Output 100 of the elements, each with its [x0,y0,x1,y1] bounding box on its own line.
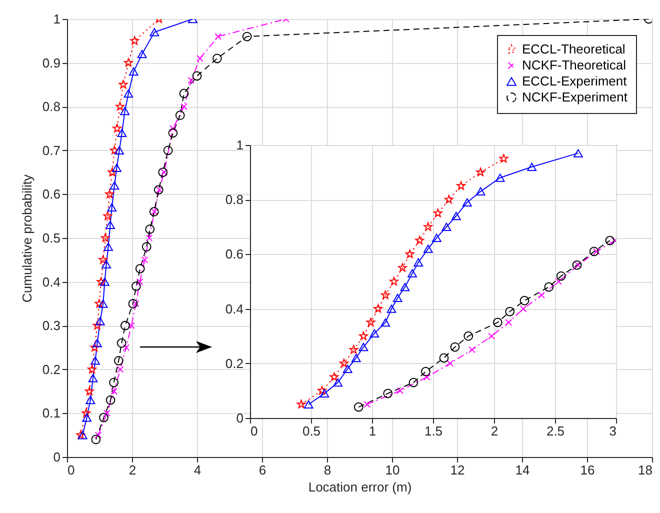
point [358,342,368,352]
point [589,246,599,256]
point [398,263,407,272]
y-tick-label: 0 [236,410,244,426]
point [110,181,120,190]
point [192,71,202,81]
point [351,354,361,362]
point [296,400,306,408]
point [242,32,252,42]
y-tick-label: 0.8 [42,99,60,114]
point [451,212,461,220]
legend-label: NCKF-Experiment [522,90,628,104]
point [423,374,430,380]
point [432,234,442,242]
point [520,296,530,306]
point [396,387,404,394]
point [456,181,466,190]
point [115,102,124,110]
point [214,33,222,40]
y-tick-label: 0.5 [42,230,60,246]
legend-label: NCKF-Theoretical [522,58,626,72]
point [122,344,130,351]
point [106,395,116,405]
point [442,222,452,232]
point [128,67,138,76]
point [520,305,527,312]
x-tick-label: 16 [580,462,595,478]
point [104,242,113,251]
point [104,410,110,417]
point [505,306,515,316]
point [100,233,110,242]
point [304,400,314,408]
point [188,76,195,84]
point [420,366,430,376]
point [527,162,537,171]
point [142,242,152,252]
y-tick-label: 1 [53,12,60,26]
y-tick-label: 0.1 [42,406,60,421]
x-tick-label: 8 [324,462,332,478]
point [160,168,168,176]
point [538,292,546,299]
x-tick-label: 0.5 [302,424,321,438]
point [114,146,124,155]
y-tick-label: 1 [236,138,244,152]
y-tick-label: 0.6 [225,246,244,262]
point [468,346,476,354]
point [405,250,414,258]
point [146,234,153,242]
point [114,356,124,366]
point [386,304,396,313]
point [91,434,101,444]
x-axis-title: Location error (m) [308,480,412,494]
y-tick-label: 0.6 [42,186,60,202]
point [544,282,554,292]
point [95,317,105,326]
x-tick-label: 4 [194,462,202,478]
y-tick-label: 0.7 [42,142,60,158]
point [573,149,583,158]
point [318,386,326,395]
x-tick-label: 3 [609,424,616,438]
point [88,374,98,382]
point [556,271,566,281]
point [450,342,460,352]
point [433,208,442,218]
point [103,211,112,220]
point [108,168,117,176]
point [374,304,383,313]
point [94,432,102,439]
point [130,36,140,45]
point [212,54,222,64]
y-tick-label: 0.2 [42,362,60,377]
point [175,110,185,120]
point [105,190,114,198]
point [109,378,118,388]
x-tick-label: 10 [385,462,400,478]
point [96,277,106,286]
point [392,294,402,302]
y-tick-label: 0.4 [225,301,244,316]
point [320,389,330,398]
point [92,320,102,330]
x-tick-label: 1.5 [424,424,443,438]
point [128,322,135,330]
point [76,430,86,439]
point [424,222,433,231]
point [408,269,417,278]
point [180,103,188,110]
y-tick-label: 0.3 [42,318,60,334]
point [415,236,424,244]
point [86,396,96,404]
y-tick-label: 0.8 [225,192,244,208]
point [439,353,449,363]
point [476,168,486,176]
point [82,408,91,418]
point [196,54,204,62]
point [100,278,110,286]
point [170,125,176,132]
y-tick-label: 0.4 [42,274,60,290]
point [112,164,122,172]
point [339,358,348,368]
x-tick-label: 18 [638,462,652,478]
